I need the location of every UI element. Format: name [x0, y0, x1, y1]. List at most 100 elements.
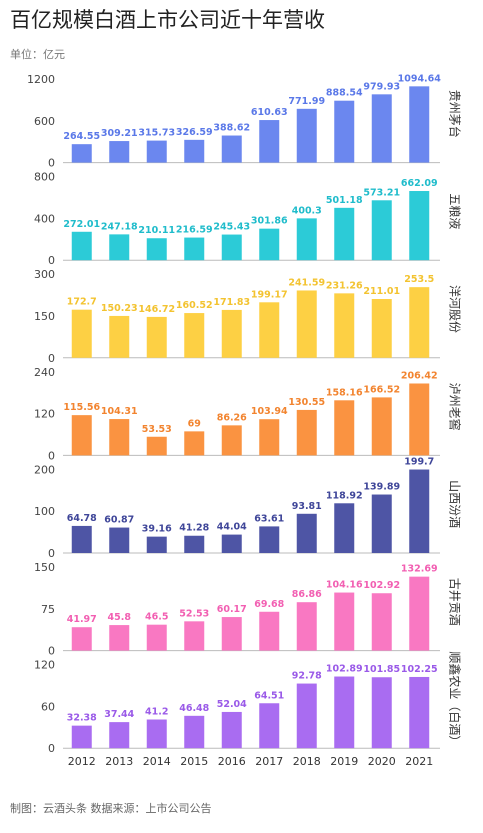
x-tick-label: 2013 — [105, 755, 133, 768]
data-label: 63.61 — [254, 513, 284, 524]
data-label: 39.16 — [142, 524, 172, 535]
y-tick-label: 0 — [48, 352, 55, 365]
bar — [409, 86, 430, 163]
x-tick-label: 2018 — [293, 755, 321, 768]
series-name-label: 洋河股份 — [448, 285, 463, 333]
data-label: 211.01 — [363, 286, 400, 297]
data-label: 301.86 — [251, 216, 288, 227]
bar — [221, 711, 242, 749]
data-label: 272.01 — [63, 219, 100, 230]
bar — [109, 234, 130, 261]
bar — [296, 108, 317, 163]
x-tick-label: 2021 — [405, 755, 433, 768]
data-label: 69 — [188, 418, 201, 429]
data-label: 264.55 — [63, 131, 100, 142]
data-label: 247.18 — [101, 221, 138, 232]
data-label: 60.17 — [217, 604, 247, 615]
data-label: 315.73 — [138, 128, 175, 139]
bar — [409, 469, 430, 553]
data-label: 199.17 — [251, 289, 288, 300]
bar — [334, 676, 355, 749]
data-label: 253.5 — [404, 274, 434, 285]
panel-1: 0 600 1200 264.55 309.21 315.73 326.59 388.6261… — [27, 73, 463, 170]
bar — [296, 683, 317, 749]
data-label: 64.51 — [254, 690, 284, 701]
x-tick-label: 2016 — [218, 755, 246, 768]
data-label: 101.85 — [363, 664, 400, 675]
data-label: 610.63 — [251, 107, 288, 118]
bar — [409, 576, 430, 651]
data-label: 41.2 — [145, 706, 168, 717]
y-tick-label: 75 — [41, 603, 55, 616]
panel-3: 0 150 300 172.7 150.23 146.72 160.52 171.83199.… — [34, 268, 463, 365]
panel-5: 0 100 200 64.78 60.87 39.16 41.28 44.04 63.61 93.… — [34, 457, 462, 560]
series-name-label: 五粮液 — [448, 193, 463, 229]
bar — [109, 141, 130, 163]
data-label: 216.59 — [176, 225, 213, 236]
data-label: 92.78 — [292, 671, 322, 682]
series-name-label: 贵州茅台 — [448, 90, 463, 138]
bar — [259, 419, 280, 456]
bar — [71, 627, 92, 651]
data-label: 45.8 — [108, 612, 132, 623]
bar — [71, 231, 92, 261]
y-tick-label: 0 — [48, 449, 55, 462]
data-label: 132.69 — [401, 564, 438, 575]
x-tick-label: 2019 — [330, 755, 358, 768]
x-tick-label: 2017 — [255, 755, 283, 768]
bar — [371, 593, 392, 651]
data-label: 662.09 — [401, 178, 438, 189]
bar — [259, 228, 280, 261]
data-label: 86.26 — [217, 412, 247, 423]
bar — [184, 431, 205, 456]
bar — [371, 94, 392, 163]
data-label: 146.72 — [138, 304, 175, 315]
y-tick-label: 800 — [34, 171, 55, 184]
bar — [184, 139, 205, 163]
y-tick-label: 240 — [34, 366, 55, 379]
bar — [409, 287, 430, 358]
bar — [146, 436, 167, 456]
data-label: 32.38 — [67, 713, 97, 724]
y-tick-label: 200 — [34, 463, 55, 476]
bar — [109, 722, 130, 749]
bar — [146, 719, 167, 749]
bar — [221, 425, 242, 456]
bar — [334, 503, 355, 553]
series-name-label: 顺鑫农业（白酒） — [448, 651, 463, 747]
data-label: 44.04 — [217, 522, 247, 533]
data-label: 139.89 — [363, 482, 400, 493]
series-name-label: 古井贡酒 — [448, 578, 463, 626]
data-label: 46.48 — [179, 703, 209, 714]
bar — [71, 725, 92, 749]
data-label: 771.99 — [288, 96, 325, 107]
y-tick-label: 120 — [34, 659, 55, 672]
data-label: 46.5 — [145, 612, 168, 623]
bar — [334, 207, 355, 261]
bar — [371, 677, 392, 749]
data-label: 245.43 — [213, 222, 250, 233]
data-label: 888.54 — [326, 88, 363, 99]
series-name-label: 泸州老窖 — [448, 383, 463, 431]
data-label: 37.44 — [104, 709, 134, 720]
data-label: 326.59 — [176, 127, 213, 138]
bar — [109, 419, 130, 456]
bar — [296, 290, 317, 358]
bar — [296, 602, 317, 651]
data-label: 158.16 — [326, 387, 363, 398]
y-tick-label: 150 — [34, 310, 55, 323]
y-tick-label: 100 — [34, 505, 55, 518]
data-label: 309.21 — [101, 128, 138, 139]
bar — [371, 200, 392, 261]
data-label: 150.23 — [101, 303, 138, 314]
data-label: 52.53 — [179, 608, 209, 619]
data-label: 166.52 — [363, 384, 400, 395]
y-tick-label: 0 — [48, 742, 55, 755]
bar — [409, 383, 430, 456]
bar — [71, 144, 92, 163]
data-label: 1094.64 — [398, 73, 442, 84]
data-label: 53.53 — [142, 424, 172, 435]
data-label: 52.04 — [217, 699, 247, 710]
bar — [146, 140, 167, 163]
